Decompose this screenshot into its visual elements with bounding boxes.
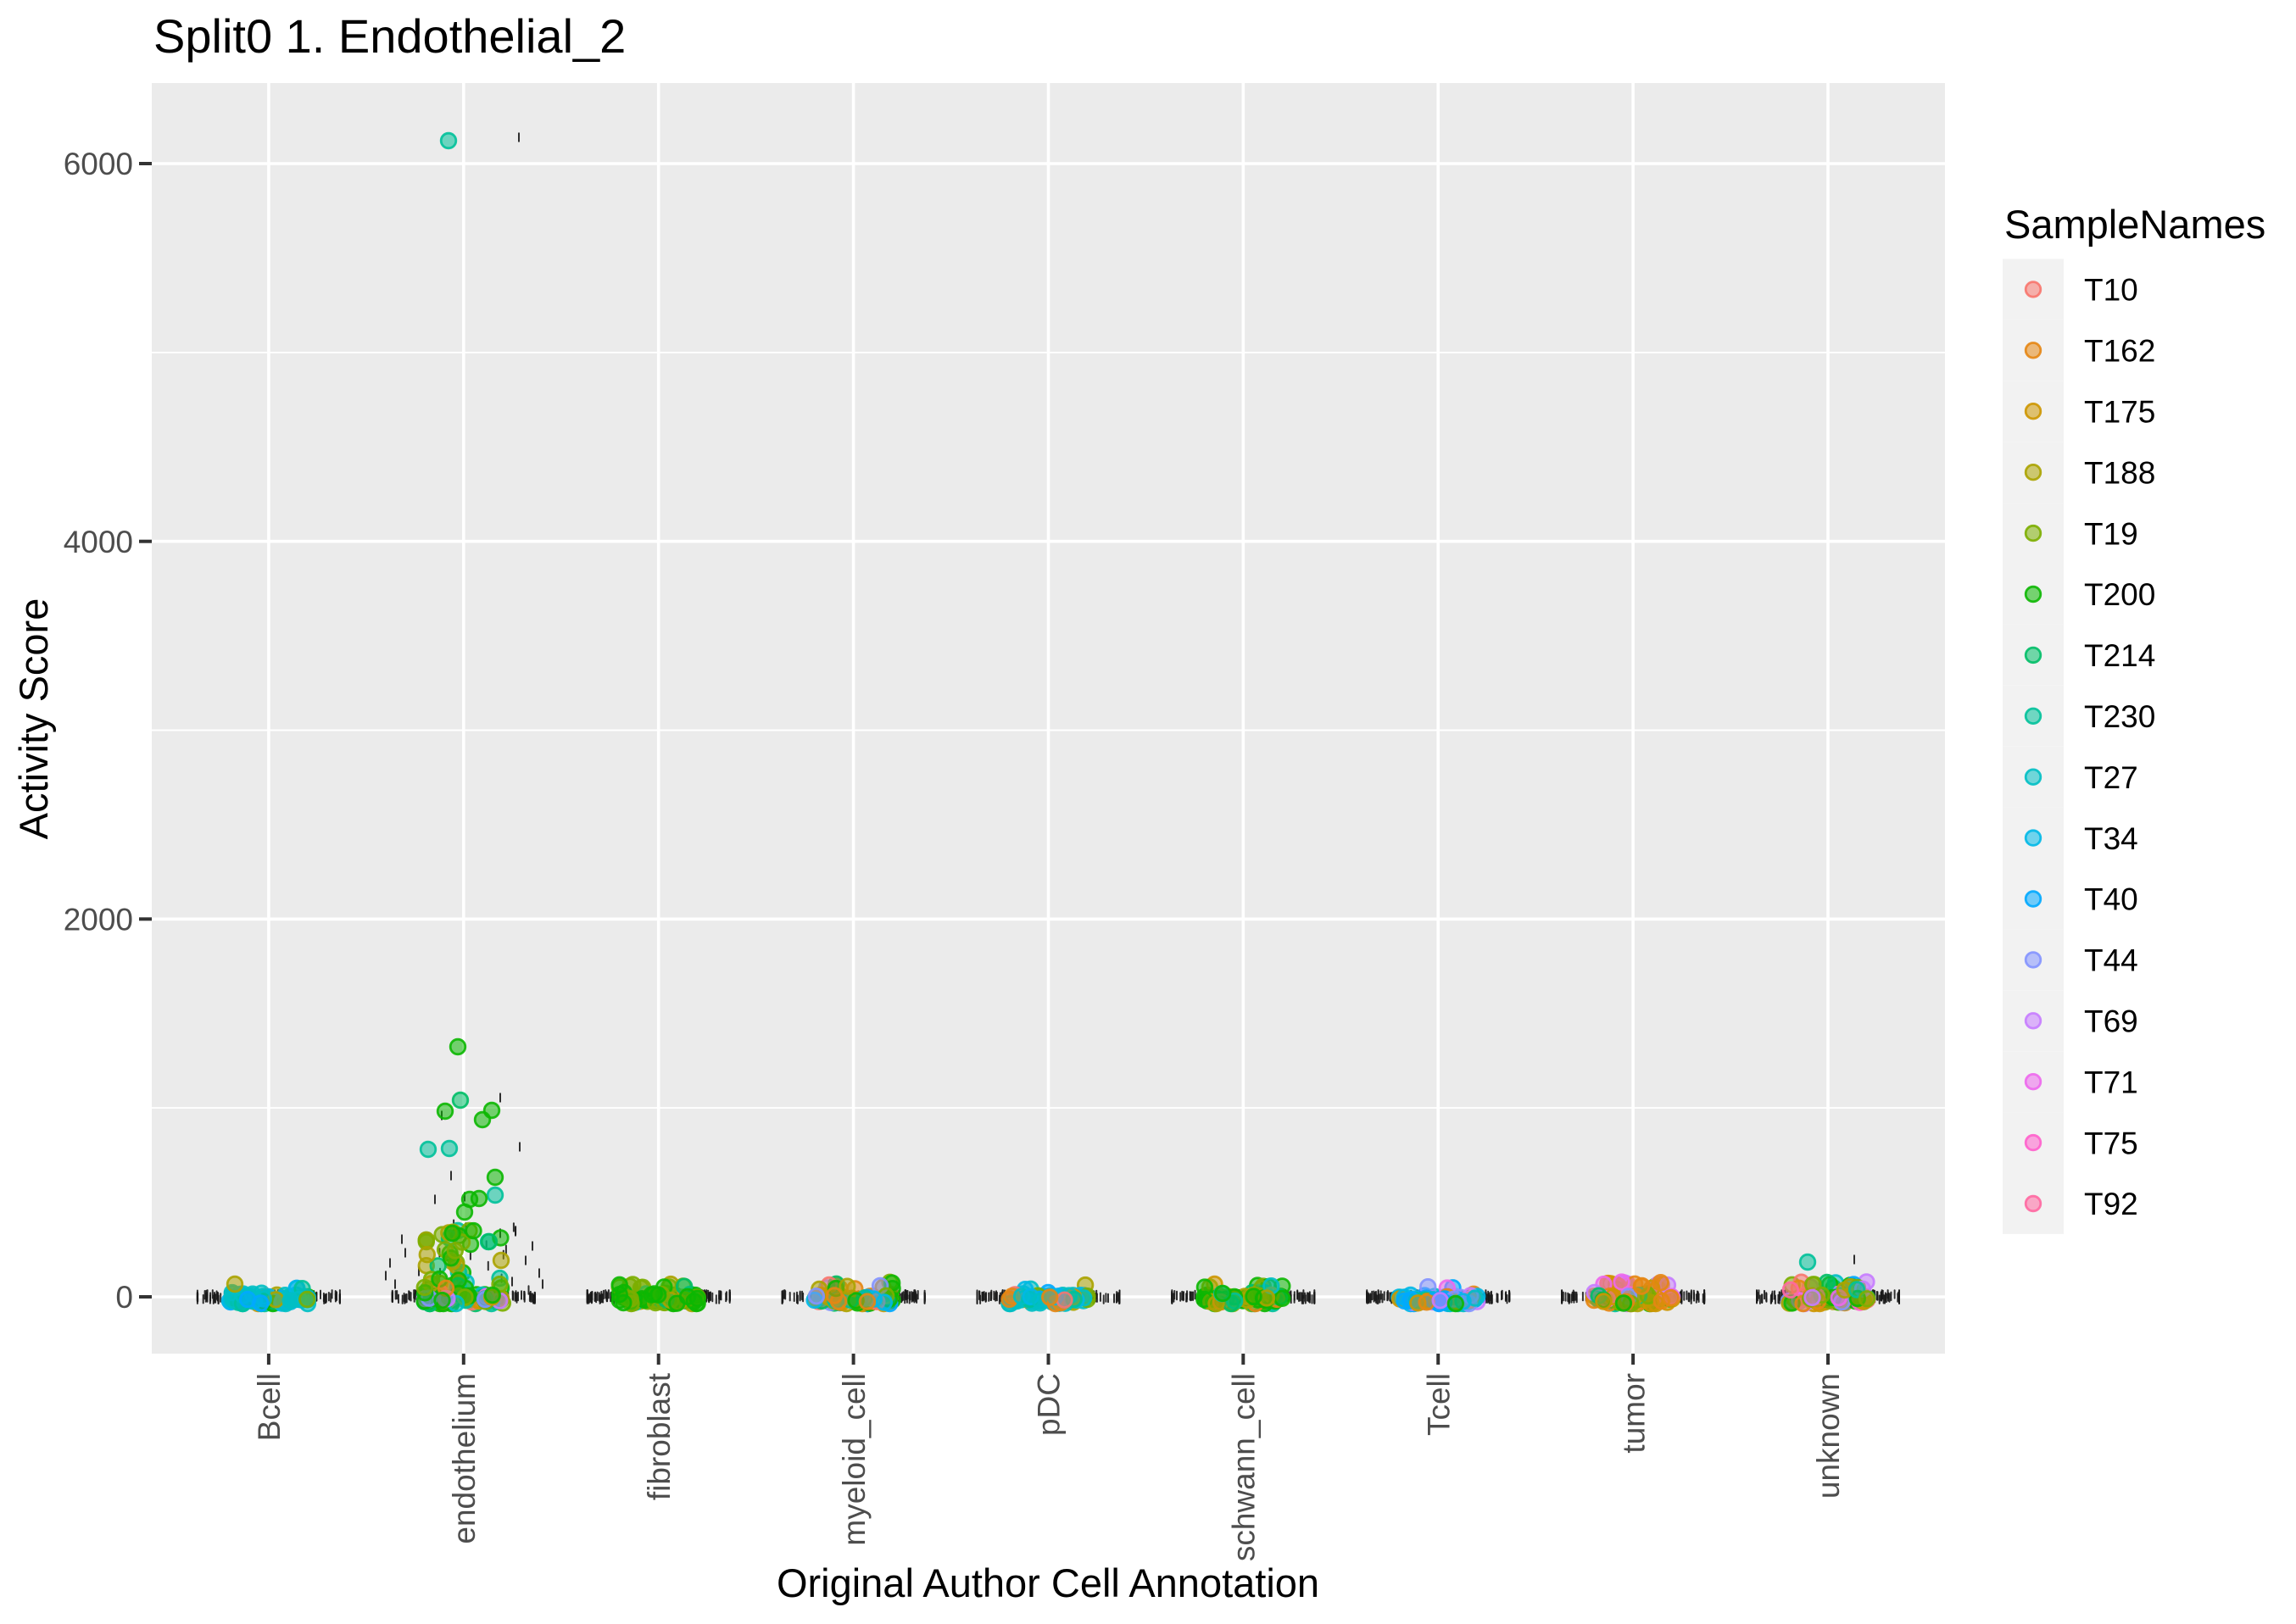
svg-text:T188: T188: [2084, 455, 2155, 490]
svg-text:Split0 1. Endothelial_2: Split0 1. Endothelial_2: [153, 9, 626, 63]
svg-text:0: 0: [115, 1280, 133, 1315]
svg-text:T44: T44: [2084, 943, 2138, 978]
svg-text:T175: T175: [2084, 394, 2155, 429]
svg-text:T230: T230: [2084, 699, 2155, 734]
svg-text:2000: 2000: [64, 903, 133, 937]
svg-text:T19: T19: [2084, 516, 2138, 551]
svg-text:Activity Score: Activity Score: [11, 598, 56, 840]
svg-text:schwann_cell: schwann_cell: [1227, 1373, 1262, 1561]
svg-text:T34: T34: [2084, 821, 2138, 856]
svg-text:T200: T200: [2084, 577, 2155, 612]
svg-text:unknown: unknown: [1811, 1373, 1846, 1499]
svg-text:T75: T75: [2084, 1126, 2138, 1160]
svg-text:T10: T10: [2084, 273, 2138, 308]
svg-text:4000: 4000: [64, 525, 133, 559]
svg-text:tumor: tumor: [1616, 1373, 1651, 1454]
svg-text:Original Author Cell Annotatio: Original Author Cell Annotation: [777, 1560, 1319, 1605]
svg-text:Tcell: Tcell: [1421, 1373, 1456, 1436]
svg-text:6000: 6000: [64, 147, 133, 181]
svg-text:T162: T162: [2084, 334, 2155, 369]
svg-text:T27: T27: [2084, 760, 2138, 795]
svg-text:SampleNames: SampleNames: [2004, 202, 2265, 247]
svg-text:T92: T92: [2084, 1187, 2138, 1221]
svg-text:T214: T214: [2084, 638, 2155, 673]
svg-text:T40: T40: [2084, 882, 2138, 917]
svg-text:endothelium: endothelium: [447, 1373, 482, 1544]
svg-text:Bcell: Bcell: [252, 1373, 287, 1441]
svg-text:T71: T71: [2084, 1065, 2138, 1099]
svg-text:pDC: pDC: [1032, 1373, 1067, 1436]
svg-text:myeloid_cell: myeloid_cell: [837, 1373, 872, 1546]
svg-text:fibroblast: fibroblast: [642, 1372, 677, 1500]
svg-text:T69: T69: [2084, 1004, 2138, 1039]
